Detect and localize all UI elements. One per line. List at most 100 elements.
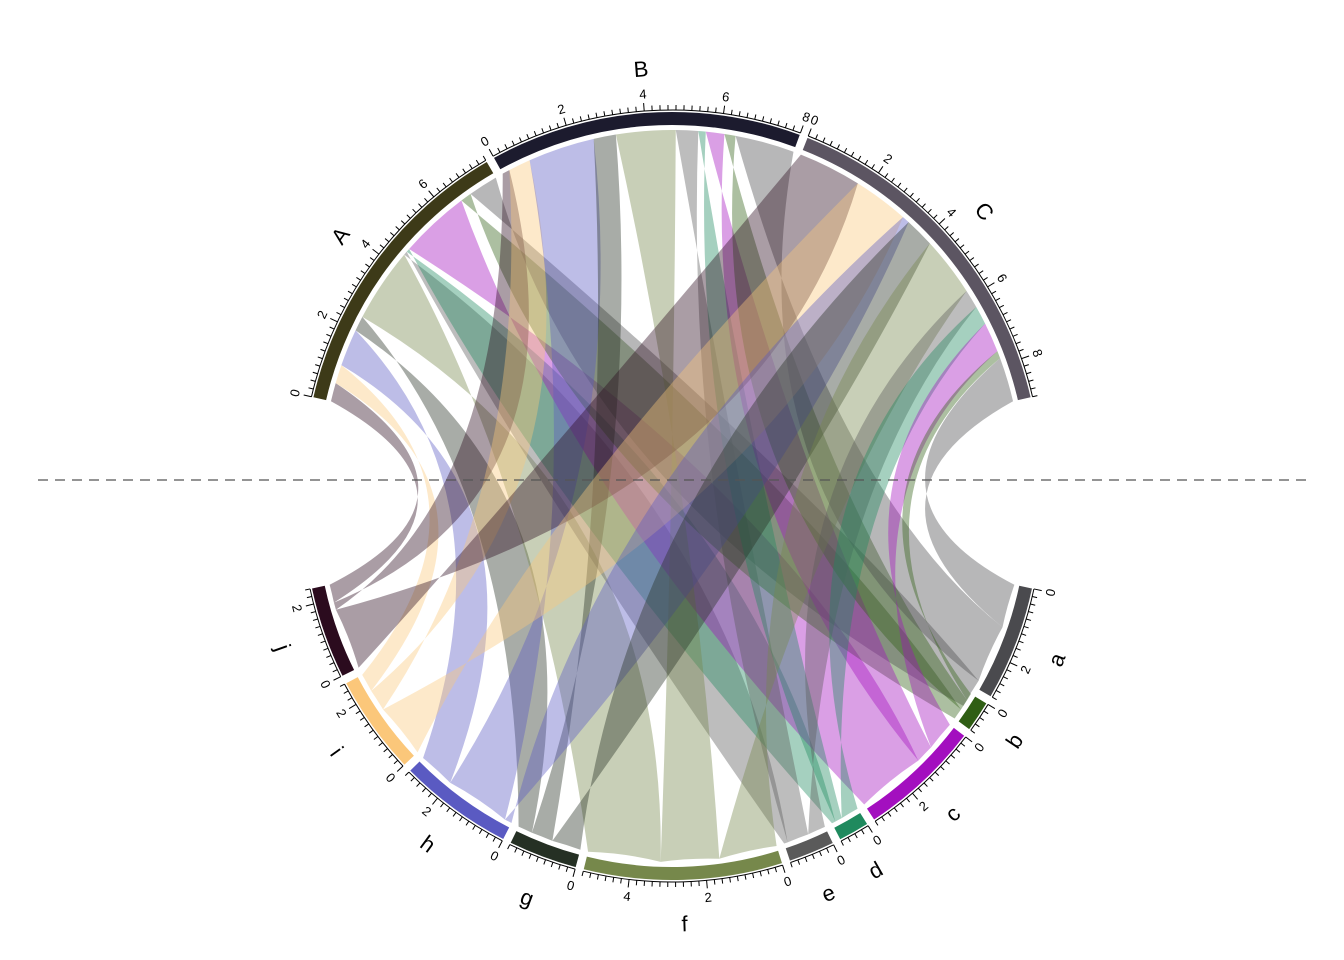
- tick-mark-b: [970, 729, 976, 734]
- ribbon-B-j: [333, 170, 529, 610]
- tick-mark-B: [511, 140, 515, 146]
- tick-mark-h: [432, 797, 438, 805]
- tick-mark-h: [498, 840, 503, 849]
- tick-mark-h: [422, 787, 427, 793]
- tick-mark-i: [378, 742, 383, 747]
- tick-mark-f: [744, 874, 747, 880]
- sector-axis-c: [874, 736, 967, 822]
- tick-label-h: 2: [419, 803, 434, 819]
- tick-mark-c: [874, 820, 879, 826]
- tick-mark-C: [954, 238, 960, 243]
- tick-mark-i: [359, 717, 365, 721]
- tick-mark-C: [903, 187, 908, 193]
- tick-mark-f: [721, 878, 724, 884]
- tick-mark-B: [595, 112, 598, 118]
- tick-label-f: 2: [704, 890, 713, 906]
- tick-mark-C: [969, 257, 975, 261]
- tick-mark-C: [964, 250, 970, 255]
- tick-mark-C: [1015, 341, 1021, 345]
- sector-label-A: A: [326, 222, 355, 249]
- ribbon-C-b: [902, 351, 1001, 701]
- tick-mark-B: [627, 107, 629, 113]
- tick-mark-A: [455, 173, 460, 178]
- tick-mark-A: [351, 283, 357, 288]
- tick-mark-C: [857, 155, 862, 161]
- tick-label-C: 2: [881, 151, 895, 167]
- tick-mark-A: [412, 208, 417, 214]
- tick-label-C: 8: [1029, 347, 1046, 359]
- tick-mark-A: [400, 220, 406, 225]
- tick-mark-B: [799, 125, 804, 134]
- tick-mark-h: [465, 820, 470, 826]
- tick-mark-c: [940, 766, 945, 771]
- tick-mark-h: [459, 816, 463, 822]
- tick-mark-B: [643, 103, 645, 112]
- tick-mark-A: [336, 311, 342, 316]
- tick-mark-g: [558, 864, 561, 870]
- ribbon-B-h: [450, 138, 601, 820]
- sector-label-a: a: [1043, 649, 1071, 670]
- tick-mark-j: [317, 633, 323, 636]
- sector-axis-g: [509, 844, 576, 870]
- tick-mark-A: [320, 348, 326, 352]
- tick-mark-B: [777, 120, 780, 126]
- tick-label-e: 0: [835, 852, 848, 869]
- tick-mark-B: [723, 105, 726, 114]
- tick-mark-f: [604, 875, 607, 882]
- tick-mark-b: [979, 717, 985, 721]
- tick-label-A: 6: [415, 176, 430, 192]
- tick-mark-c: [960, 742, 966, 747]
- tick-mark-c: [923, 782, 928, 787]
- tick-mark-e: [833, 844, 838, 853]
- sector-label-i: i: [325, 742, 348, 761]
- sector-label-b: b: [1001, 729, 1029, 753]
- tick-mark-i: [396, 765, 404, 772]
- tick-mark-c: [893, 807, 898, 813]
- tick-mark-C: [999, 304, 1005, 309]
- tick-mark-h: [472, 825, 476, 830]
- tick-mark-A: [356, 277, 361, 281]
- tick-mark-A: [317, 356, 323, 360]
- ribbon-C-h: [504, 217, 909, 824]
- tick-label-b: 0: [994, 706, 1011, 720]
- tick-mark-f: [736, 876, 739, 882]
- tick-mark-e: [811, 854, 815, 860]
- tick-mark-a: [1033, 588, 1042, 592]
- tick-mark-A: [347, 290, 353, 295]
- tick-mark-C: [807, 128, 812, 137]
- tick-mark-a: [1023, 625, 1029, 629]
- tick-mark-a: [1021, 633, 1027, 636]
- tick-label-A: 2: [314, 308, 331, 321]
- ribbon-C-i: [383, 183, 904, 753]
- tick-mark-a: [1009, 662, 1018, 667]
- sector-axis-i: [344, 683, 404, 767]
- tick-mark-A: [469, 164, 473, 169]
- tick-mark-f: [782, 864, 786, 873]
- tick-label-i: 0: [383, 770, 399, 786]
- tick-mark-j: [306, 596, 312, 599]
- tick-label-c: 2: [916, 798, 931, 814]
- sector-track-i: [346, 677, 414, 765]
- tick-mark-f: [706, 880, 708, 889]
- tick-mark-f: [767, 869, 770, 875]
- tick-mark-C: [871, 164, 875, 169]
- tick-mark-C: [949, 232, 955, 237]
- tick-mark-A: [369, 257, 375, 261]
- tick-mark-c: [929, 777, 934, 782]
- tick-mark-e: [790, 862, 793, 868]
- sector-axis-f: [583, 864, 783, 883]
- tick-mark-g: [550, 862, 554, 868]
- tick-mark-c: [917, 787, 922, 793]
- tick-mark-C: [991, 290, 997, 295]
- tick-mark-C: [983, 277, 988, 281]
- tick-mark-b: [975, 723, 980, 728]
- tick-mark-B: [784, 122, 788, 128]
- tick-label-B: 4: [639, 86, 647, 102]
- tick-mark-b: [987, 704, 996, 710]
- ribbon-C-j: [335, 154, 858, 668]
- ribbon-B-i: [371, 160, 547, 710]
- tick-mark-B: [533, 131, 537, 137]
- ribbon-layer: [329, 130, 1015, 862]
- tick-mark-A: [360, 270, 366, 274]
- sector-track-j: [312, 585, 355, 676]
